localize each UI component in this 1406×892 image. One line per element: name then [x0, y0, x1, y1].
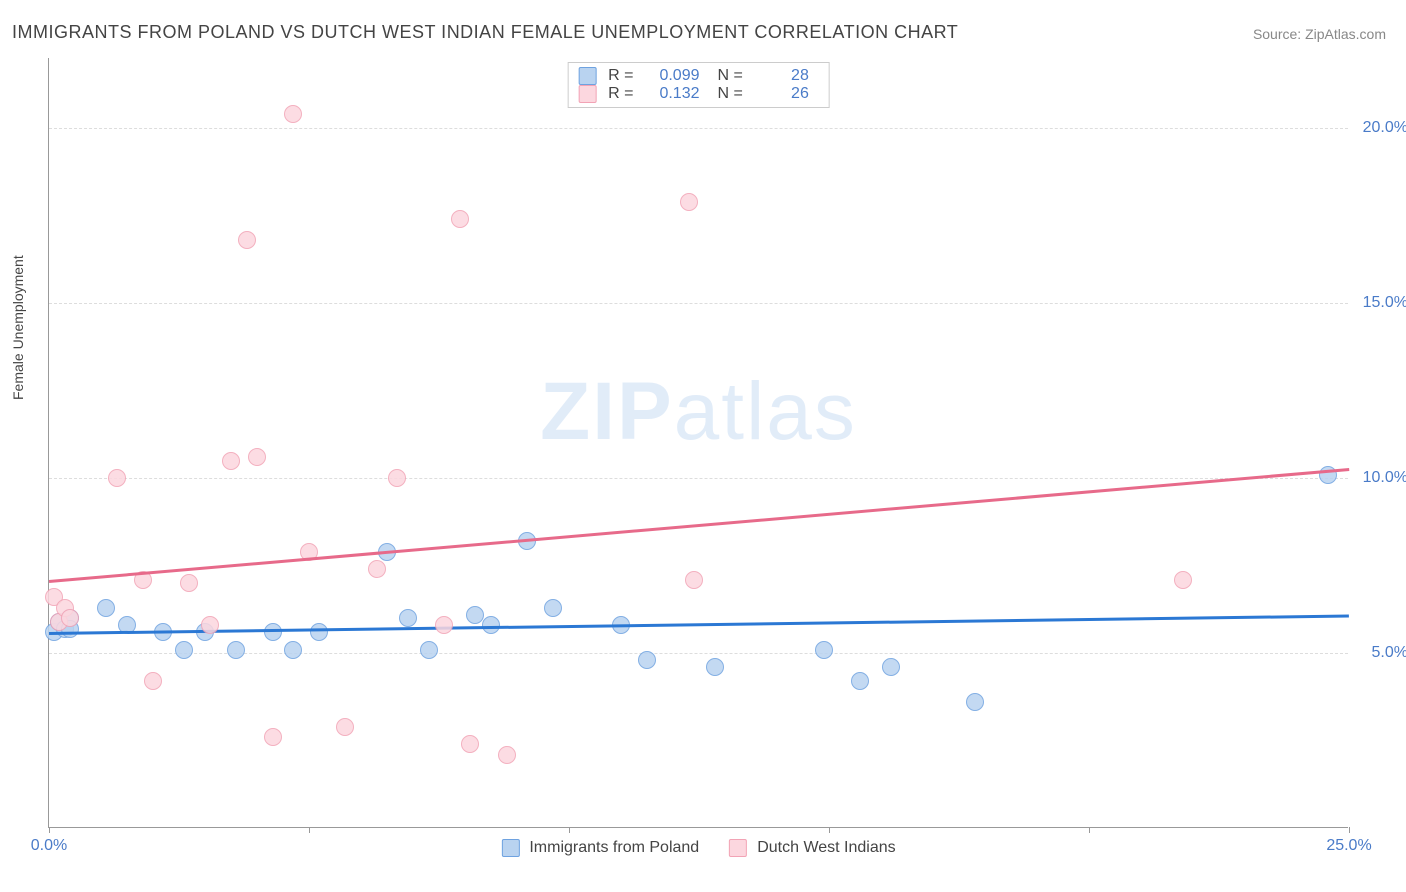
data-point-dutch_wi: [264, 728, 282, 746]
x-tick-label: 25.0%: [1326, 837, 1371, 855]
legend-label-poland: Immigrants from Poland: [529, 839, 699, 857]
source-label: Source: ZipAtlas.com: [1253, 26, 1386, 42]
data-point-dutch_wi: [108, 469, 126, 487]
trend-line-poland: [49, 615, 1349, 635]
y-tick-label: 20.0%: [1363, 119, 1406, 137]
data-point-poland: [420, 641, 438, 659]
y-tick-label: 15.0%: [1363, 294, 1406, 312]
legend-bottom: Immigrants from Poland Dutch West Indian…: [501, 839, 895, 857]
data-point-poland: [815, 641, 833, 659]
data-point-dutch_wi: [435, 616, 453, 634]
data-point-poland: [851, 672, 869, 690]
watermark-bold: ZIP: [540, 366, 674, 457]
chart-container: IMMIGRANTS FROM POLAND VS DUTCH WEST IND…: [0, 0, 1406, 892]
data-point-dutch_wi: [498, 746, 516, 764]
chart-title: IMMIGRANTS FROM POLAND VS DUTCH WEST IND…: [12, 22, 958, 43]
plot-area: ZIPatlas R = 0.099 N = 28 R = 0.132 N = …: [48, 58, 1348, 828]
x-tick-mark: [49, 827, 50, 833]
legend-item-poland: Immigrants from Poland: [501, 839, 699, 857]
y-tick-label: 10.0%: [1363, 469, 1406, 487]
x-tick-label: 0.0%: [31, 837, 67, 855]
data-point-dutch_wi: [368, 560, 386, 578]
legend-label-dutchwi: Dutch West Indians: [757, 839, 895, 857]
data-point-dutch_wi: [284, 105, 302, 123]
stat-r-poland: 0.099: [644, 67, 700, 85]
legend-stats-box: R = 0.099 N = 28 R = 0.132 N = 26: [567, 62, 830, 108]
stat-label-n: N =: [718, 67, 743, 85]
data-point-poland: [227, 641, 245, 659]
data-point-poland: [706, 658, 724, 676]
data-point-dutch_wi: [388, 469, 406, 487]
swatch-pink-icon: [729, 839, 747, 857]
x-tick-mark: [829, 827, 830, 833]
gridline: [49, 303, 1348, 304]
data-point-dutch_wi: [336, 718, 354, 736]
data-point-dutch_wi: [680, 193, 698, 211]
data-point-dutch_wi: [1174, 571, 1192, 589]
stat-label-r: R =: [608, 85, 633, 103]
gridline: [49, 478, 1348, 479]
data-point-poland: [638, 651, 656, 669]
data-point-poland: [544, 599, 562, 617]
legend-stats-row-dutchwi: R = 0.132 N = 26: [578, 85, 819, 103]
x-tick-mark: [309, 827, 310, 833]
data-point-poland: [882, 658, 900, 676]
data-point-dutch_wi: [685, 571, 703, 589]
stat-n-poland: 28: [753, 67, 809, 85]
swatch-pink-icon: [578, 85, 596, 103]
data-point-dutch_wi: [461, 735, 479, 753]
data-point-poland: [310, 623, 328, 641]
watermark-light: atlas: [674, 366, 857, 457]
data-point-dutch_wi: [222, 452, 240, 470]
y-tick-label: 5.0%: [1372, 644, 1406, 662]
x-tick-mark: [1349, 827, 1350, 833]
watermark: ZIPatlas: [540, 365, 857, 459]
data-point-poland: [284, 641, 302, 659]
data-point-dutch_wi: [248, 448, 266, 466]
data-point-poland: [399, 609, 417, 627]
data-point-poland: [264, 623, 282, 641]
data-point-dutch_wi: [180, 574, 198, 592]
data-point-dutch_wi: [451, 210, 469, 228]
data-point-dutch_wi: [238, 231, 256, 249]
legend-item-dutchwi: Dutch West Indians: [729, 839, 895, 857]
stat-label-r: R =: [608, 67, 633, 85]
x-tick-mark: [569, 827, 570, 833]
data-point-poland: [966, 693, 984, 711]
data-point-dutch_wi: [61, 609, 79, 627]
x-tick-mark: [1089, 827, 1090, 833]
data-point-poland: [175, 641, 193, 659]
data-point-dutch_wi: [201, 616, 219, 634]
gridline: [49, 128, 1348, 129]
swatch-blue-icon: [501, 839, 519, 857]
trend-line-dutch_wi: [49, 468, 1349, 582]
stat-n-dutchwi: 26: [753, 85, 809, 103]
data-point-poland: [97, 599, 115, 617]
swatch-blue-icon: [578, 67, 596, 85]
y-axis-label: Female Unemployment: [10, 255, 26, 400]
stat-r-dutchwi: 0.132: [644, 85, 700, 103]
data-point-dutch_wi: [144, 672, 162, 690]
legend-stats-row-poland: R = 0.099 N = 28: [578, 67, 819, 85]
stat-label-n: N =: [718, 85, 743, 103]
